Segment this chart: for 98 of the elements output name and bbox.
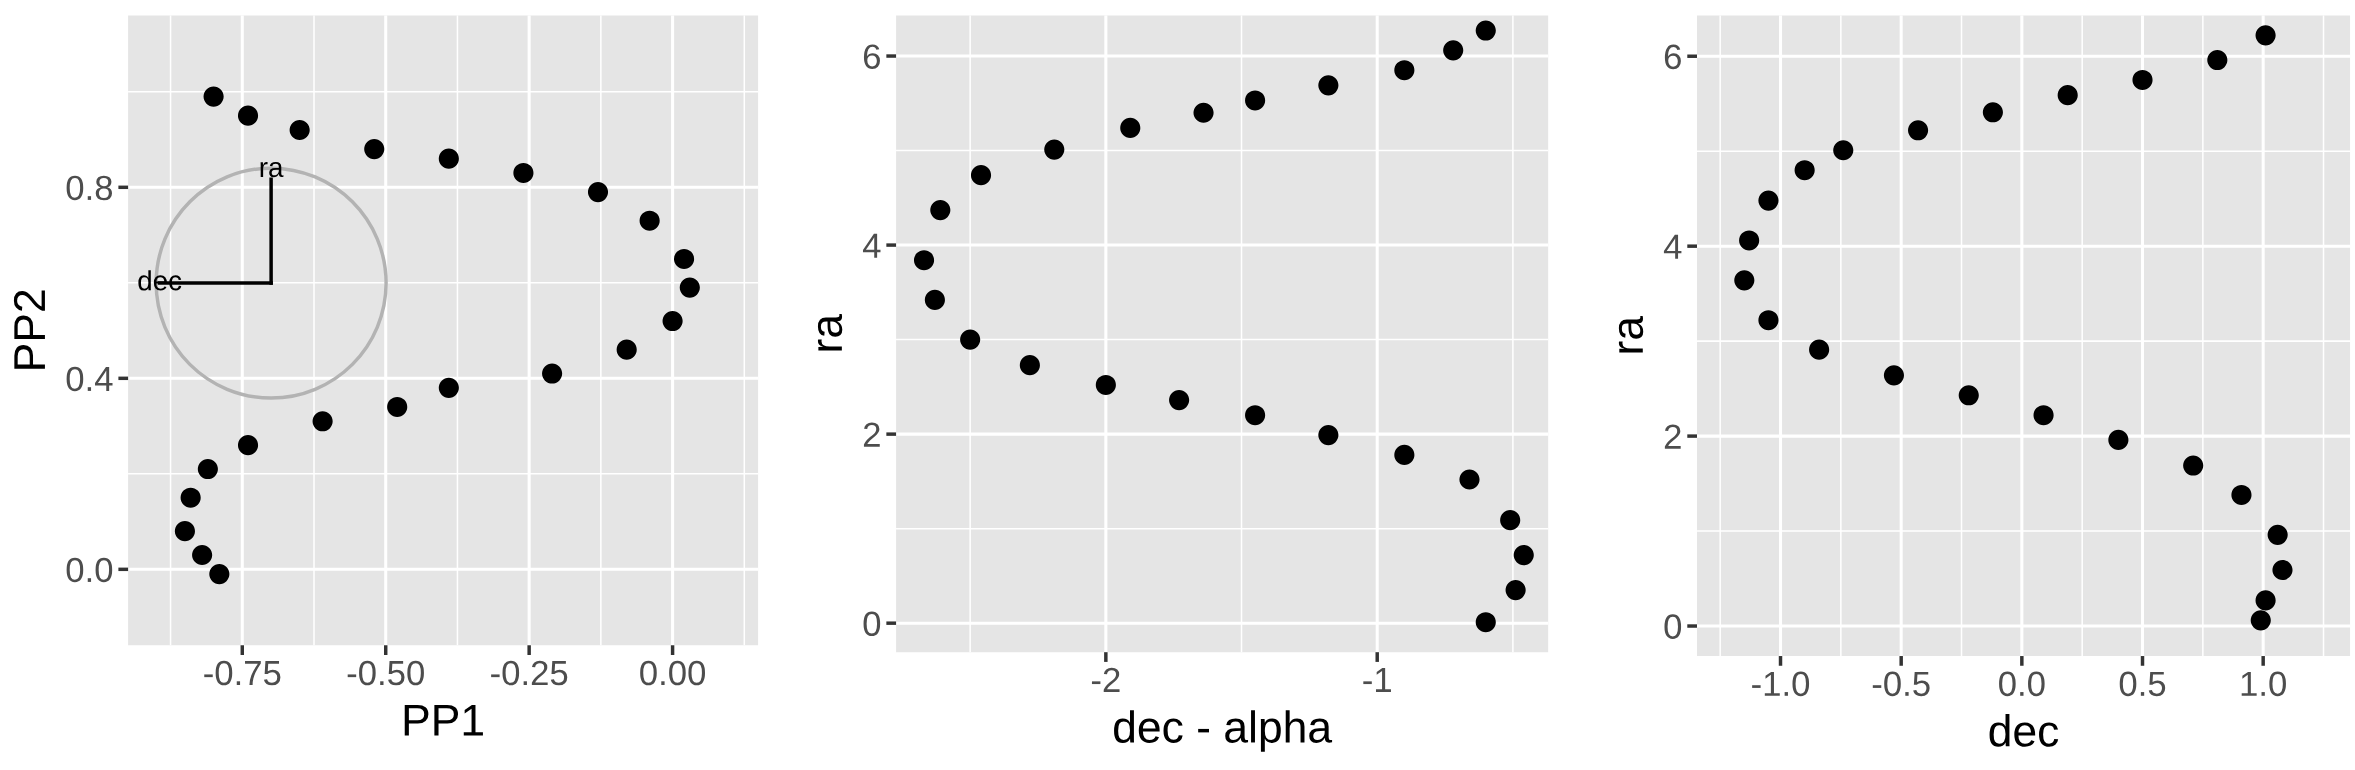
point xyxy=(1958,385,1979,406)
point xyxy=(1169,390,1190,411)
point xyxy=(2033,405,2054,426)
point xyxy=(1475,20,1496,41)
point xyxy=(1758,310,1779,331)
point xyxy=(913,250,935,271)
point xyxy=(2207,49,2228,71)
point xyxy=(387,396,408,418)
point xyxy=(2132,69,2153,91)
point xyxy=(1394,444,1415,465)
point xyxy=(1245,90,1266,111)
point xyxy=(1475,612,1496,633)
point xyxy=(2231,484,2252,506)
y-tick-label: 6 xyxy=(863,44,880,69)
x-tick-label: -1 xyxy=(1363,668,1391,692)
y-tick-label: 0 xyxy=(1664,614,1682,639)
point xyxy=(2183,455,2204,476)
point xyxy=(662,310,683,332)
point xyxy=(197,458,218,480)
y-tick-label: 0.0 xyxy=(66,557,113,583)
point xyxy=(1908,120,1929,141)
point xyxy=(2255,25,2276,46)
x-axis-title: dec xyxy=(1989,714,2059,747)
point xyxy=(1019,355,1040,376)
annotation: ra xyxy=(260,161,284,178)
x-tick-label: -0.25 xyxy=(491,660,568,686)
point xyxy=(2250,610,2271,631)
point xyxy=(2267,524,2288,545)
point xyxy=(679,277,700,298)
point xyxy=(1513,545,1534,566)
point xyxy=(930,200,951,221)
y-axis-title: PP2 xyxy=(13,290,45,369)
x-tick-label: -0.75 xyxy=(204,660,281,686)
x-tick-label: -2 xyxy=(1091,667,1120,692)
y-tick-label: 4 xyxy=(1663,234,1682,259)
point xyxy=(1809,339,1830,360)
point xyxy=(1120,117,1141,138)
x-tick-label: 1.0 xyxy=(2241,671,2286,697)
y-tick-label: 4 xyxy=(862,233,881,258)
y-axis-title: ra xyxy=(1618,315,1644,353)
x-tick-label: -1.0 xyxy=(1752,671,1810,697)
x-tick-label: 0.00 xyxy=(640,660,706,686)
point xyxy=(438,377,459,398)
point xyxy=(616,339,637,360)
point xyxy=(1505,580,1526,601)
y-axis-title: ra xyxy=(817,314,843,351)
y-tick-label: 0.4 xyxy=(66,366,113,392)
point xyxy=(1044,139,1065,160)
point xyxy=(312,411,333,432)
point xyxy=(970,165,992,186)
point xyxy=(2108,429,2129,450)
point xyxy=(1245,405,1266,426)
point xyxy=(438,148,459,169)
point xyxy=(289,119,310,141)
point xyxy=(1883,365,1905,386)
point xyxy=(1095,374,1116,396)
point xyxy=(192,544,213,566)
point xyxy=(203,86,224,107)
point xyxy=(1794,160,1815,181)
point xyxy=(1459,469,1480,490)
x-tick-label: -0.50 xyxy=(347,660,424,686)
y-tick-label: 6 xyxy=(1664,44,1681,70)
point xyxy=(542,363,563,384)
point xyxy=(1193,102,1214,123)
x-tick-label: 0.5 xyxy=(2119,671,2166,697)
point xyxy=(2272,559,2293,581)
point xyxy=(513,162,534,184)
point xyxy=(1758,190,1779,211)
point xyxy=(237,105,259,126)
point xyxy=(209,564,230,585)
point xyxy=(639,210,660,231)
y-tick-label: 0.8 xyxy=(66,175,113,201)
y-tick-label: 2 xyxy=(863,422,880,447)
x-axis-title: dec - alpha xyxy=(1114,710,1333,752)
point xyxy=(1443,40,1464,61)
point xyxy=(1394,60,1415,81)
point xyxy=(180,487,201,508)
y-tick-label: 0 xyxy=(863,611,881,637)
x-tick-label: -0.5 xyxy=(1872,671,1930,697)
point xyxy=(960,329,981,350)
x-axis-title: PP1 xyxy=(404,704,483,736)
point xyxy=(2057,85,2078,106)
point xyxy=(1734,270,1755,291)
point xyxy=(2255,590,2276,611)
point xyxy=(1739,230,1760,251)
point xyxy=(674,248,695,269)
point xyxy=(1982,102,2003,123)
point xyxy=(1833,140,1854,161)
point xyxy=(1318,75,1339,96)
point xyxy=(1500,510,1521,531)
point xyxy=(174,521,195,542)
point xyxy=(1318,425,1339,446)
point xyxy=(364,139,385,160)
y-tick-label: 2 xyxy=(1664,424,1681,449)
point xyxy=(237,435,259,456)
x-tick-label: 0.0 xyxy=(1999,671,2045,697)
point xyxy=(587,182,609,203)
point xyxy=(924,289,945,310)
